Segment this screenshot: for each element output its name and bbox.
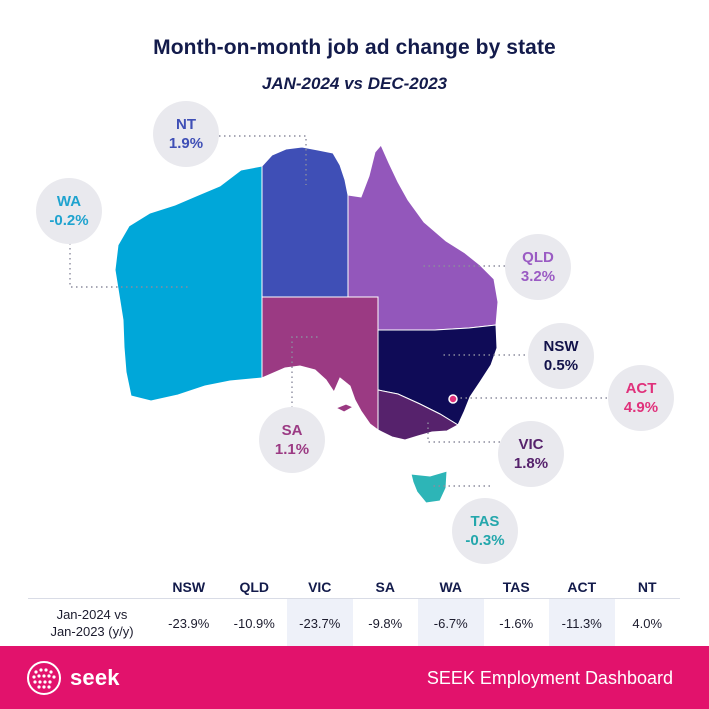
label-bubble-nt: NT 1.9%: [153, 101, 219, 167]
label-bubble-qld: QLD 3.2%: [505, 234, 571, 300]
state-tas: [410, 470, 448, 504]
label-nsw-value: 0.5%: [543, 357, 579, 374]
label-bubble-vic: VIC 1.8%: [498, 421, 564, 487]
table-cell: 4.0%: [632, 615, 663, 631]
table-header-cell: NT: [637, 579, 657, 595]
table-header-cell: SA: [375, 579, 395, 595]
label-nt-value: 1.9%: [168, 135, 204, 152]
label-bubble-nsw: NSW 0.5%: [528, 323, 594, 389]
table-cell: -10.9%: [233, 615, 275, 631]
table-row-label: Jan-2024 vs Jan-2023 (y/y): [28, 599, 156, 647]
label-tas-name: TAS: [470, 513, 500, 530]
seek-logo: seek: [26, 660, 120, 696]
table-cell: -23.7%: [287, 599, 353, 647]
table-header-row: NSW QLD VIC SA WA TAS ACT NT: [28, 578, 680, 596]
table-header-spacer: [28, 578, 156, 596]
leader-lines: [69, 135, 612, 487]
state-act: [448, 394, 458, 404]
label-vic-value: 1.8%: [513, 455, 549, 472]
table-header-cell: QLD: [239, 579, 270, 595]
chart-title: Month-on-month job ad change by state: [153, 36, 556, 59]
table-row: Jan-2024 vs Jan-2023 (y/y) -23.9% -10.9%…: [28, 598, 680, 648]
table-cell: -6.7%: [418, 599, 484, 647]
state-wa: [114, 165, 263, 402]
state-nt: [261, 146, 349, 298]
leader-line-sa: [291, 336, 320, 408]
row-label-line2: Jan-2023 (y/y): [50, 624, 134, 639]
label-vic-name: VIC: [518, 436, 544, 453]
label-nsw-name: NSW: [543, 338, 579, 355]
label-bubble-act: ACT 4.9%: [608, 365, 674, 431]
state-sa-island: [334, 403, 355, 413]
table-cell: -23.9%: [168, 615, 210, 631]
state-vic: [377, 389, 459, 441]
table-header-cell: ACT: [567, 579, 597, 595]
label-bubble-sa: SA 1.1%: [259, 407, 325, 473]
table-header-cell: TAS: [502, 579, 530, 595]
australia-map: [69, 135, 612, 504]
table-cell: -9.8%: [368, 615, 403, 631]
label-bubble-tas: TAS -0.3%: [452, 498, 518, 564]
label-sa-name: SA: [281, 422, 303, 439]
state-sa: [261, 296, 379, 431]
chart-subtitle: JAN-2024 vs DEC-2023: [261, 74, 448, 93]
label-act-value: 4.9%: [623, 399, 659, 416]
table-cell: -11.3%: [549, 599, 615, 647]
label-act-name: ACT: [625, 380, 657, 397]
dashboard-title: SEEK Employment Dashboard: [426, 668, 673, 688]
label-sa-value: 1.1%: [274, 441, 310, 458]
label-bubble-wa: WA -0.2%: [36, 178, 102, 244]
label-qld-name: QLD: [522, 249, 554, 266]
footer-bar: seek SEEK Employment Dashboard: [0, 646, 709, 709]
table-header-cell: VIC: [308, 579, 332, 595]
label-qld-value: 3.2%: [520, 268, 556, 285]
table-header-cell: WA: [439, 579, 463, 595]
row-label-line1: Jan-2024 vs: [56, 607, 128, 622]
table-header-cell: NSW: [172, 579, 206, 595]
label-tas-value: -0.3%: [465, 532, 505, 549]
yoy-table: NSW QLD VIC SA WA TAS ACT NT Jan-2024 vs…: [28, 578, 680, 648]
table-cell: -1.6%: [499, 615, 534, 631]
label-wa-value: -0.2%: [49, 212, 89, 229]
label-nt-name: NT: [176, 116, 196, 133]
label-wa-name: WA: [56, 193, 82, 210]
seek-logo-text: seek: [70, 665, 120, 690]
seek-globe-icon: [27, 661, 61, 695]
